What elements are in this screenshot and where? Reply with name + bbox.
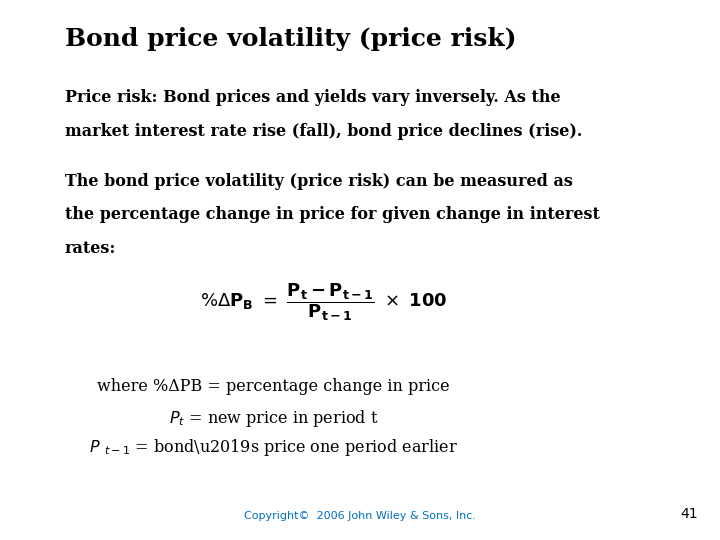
Text: Price risk: Bond prices and yields vary inversely. As the: Price risk: Bond prices and yields vary …: [65, 89, 560, 106]
Text: $\%\Delta\mathbf{P}_\mathbf{B}\ =\ \dfrac{\mathbf{P_t - P_{t-1}}}{\mathbf{P_{t-1: $\%\Delta\mathbf{P}_\mathbf{B}\ =\ \dfra…: [200, 281, 448, 323]
Text: Copyright©  2006 John Wiley & Sons, Inc.: Copyright© 2006 John Wiley & Sons, Inc.: [244, 511, 476, 521]
Text: The bond price volatility (price risk) can be measured as: The bond price volatility (price risk) c…: [65, 173, 572, 190]
Text: $P\ _{t-1}$ = bond\u2019s price one period earlier: $P\ _{t-1}$ = bond\u2019s price one peri…: [89, 437, 458, 458]
Text: the percentage change in price for given change in interest: the percentage change in price for given…: [65, 206, 600, 223]
Text: rates:: rates:: [65, 240, 116, 256]
Text: where %ΔPB = percentage change in price: where %ΔPB = percentage change in price: [97, 378, 450, 395]
Text: $P_t$ = new price in period t: $P_t$ = new price in period t: [169, 408, 378, 429]
Text: Bond price volatility (price risk): Bond price volatility (price risk): [65, 27, 516, 51]
Text: market interest rate rise (fall), bond price declines (rise).: market interest rate rise (fall), bond p…: [65, 123, 582, 139]
Text: 41: 41: [681, 507, 698, 521]
